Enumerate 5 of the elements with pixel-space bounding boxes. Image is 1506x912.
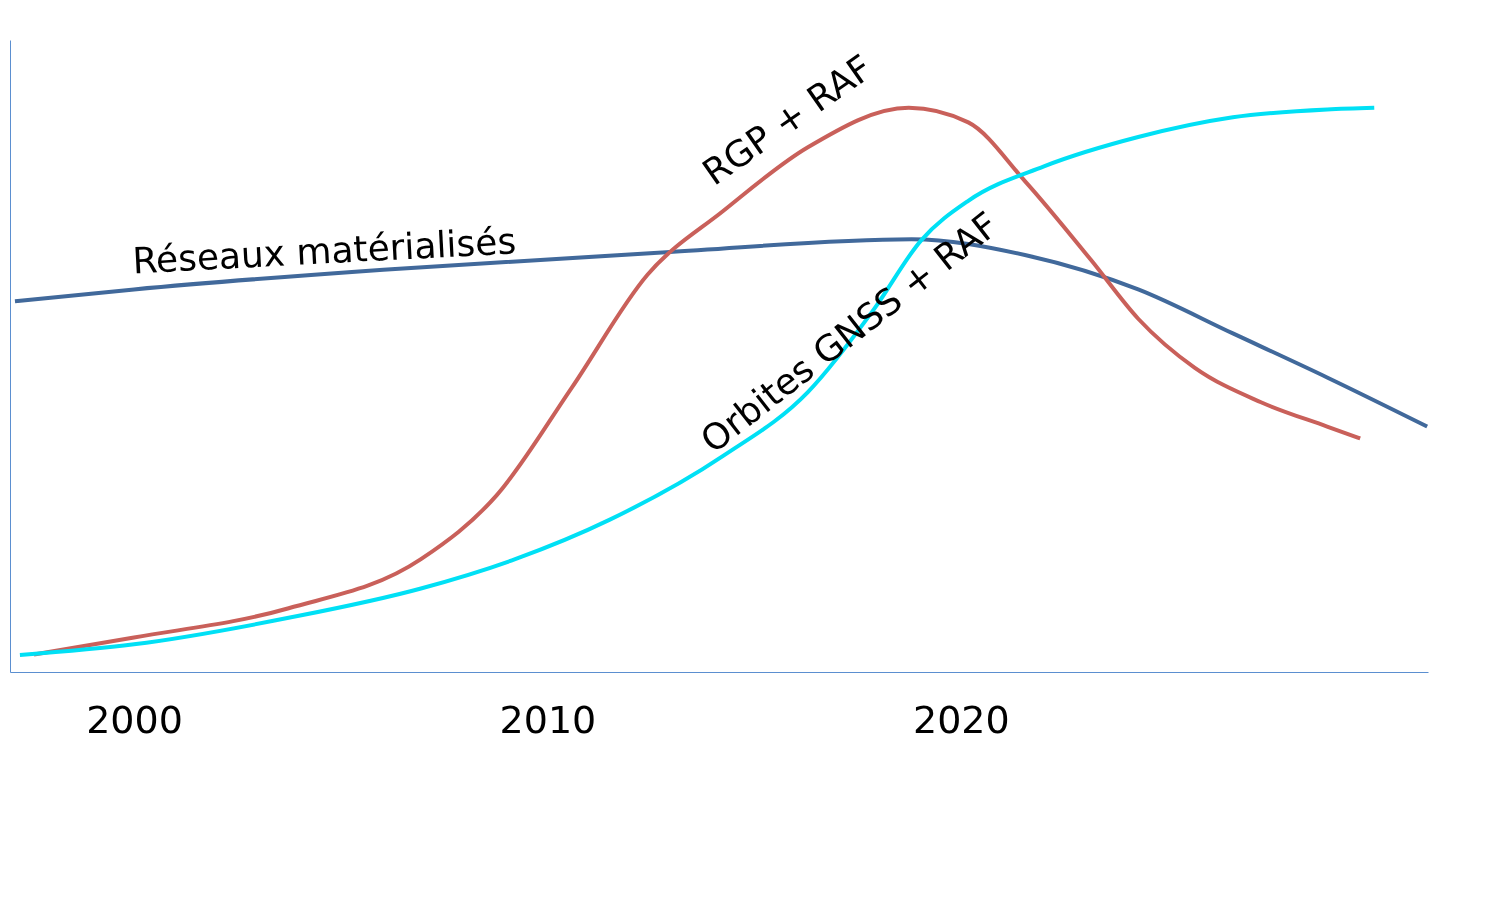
series-label: Réseaux matérialisés: [131, 220, 518, 282]
x-tick-label: 2000: [86, 697, 183, 742]
x-tick-label: 2020: [912, 697, 1010, 742]
x-tick-label: 2010: [499, 697, 597, 742]
text: RGP + RAF: [695, 46, 880, 194]
